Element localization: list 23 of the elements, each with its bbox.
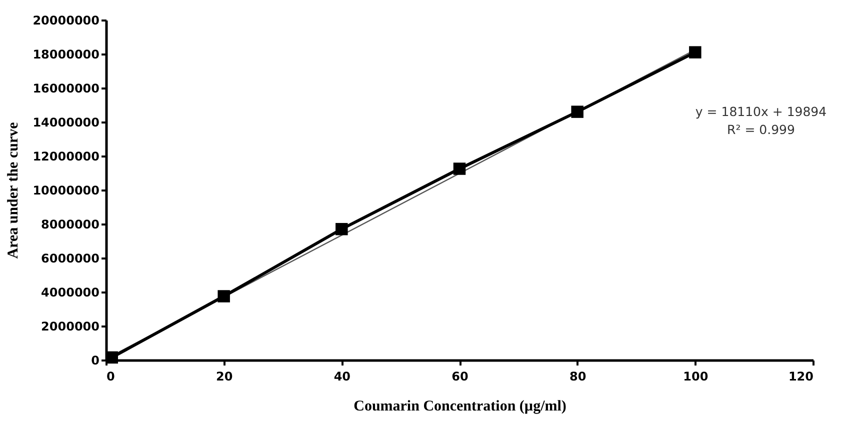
x-tick-label: 40 (334, 370, 351, 384)
x-axis-title: Coumarin Concentration (µg/ml) (354, 398, 566, 414)
y-tick-label: 18000000 (32, 48, 100, 62)
point (689, 46, 702, 58)
annotation: R² = 0.999 (727, 122, 795, 137)
y-tick-label: 2000000 (41, 320, 100, 334)
x-tick-label: 120 (788, 370, 814, 384)
x-tick-label: 80 (569, 370, 586, 384)
y-tick-label: 14000000 (32, 116, 100, 130)
x-tick-label: 0 (106, 370, 115, 384)
x-tick-label: 20 (216, 370, 233, 384)
y-tick-label: 12000000 (32, 150, 100, 164)
y-tick-label: 4000000 (41, 286, 100, 300)
annotation: y = 18110x + 19894 (695, 104, 827, 119)
x-tick-label: 60 (452, 370, 468, 384)
x-tick-label: 100 (683, 370, 708, 384)
y-tick-label: 0 (91, 354, 100, 368)
y-tick-label: 6000000 (41, 252, 100, 266)
y-tick-label: 16000000 (32, 82, 100, 96)
y-axis-title: Area under the curve (6, 122, 22, 259)
y-tick-label: 8000000 (41, 218, 100, 232)
y-tick-label: 10000000 (32, 184, 100, 198)
y-tick-label: 20000000 (32, 14, 100, 28)
